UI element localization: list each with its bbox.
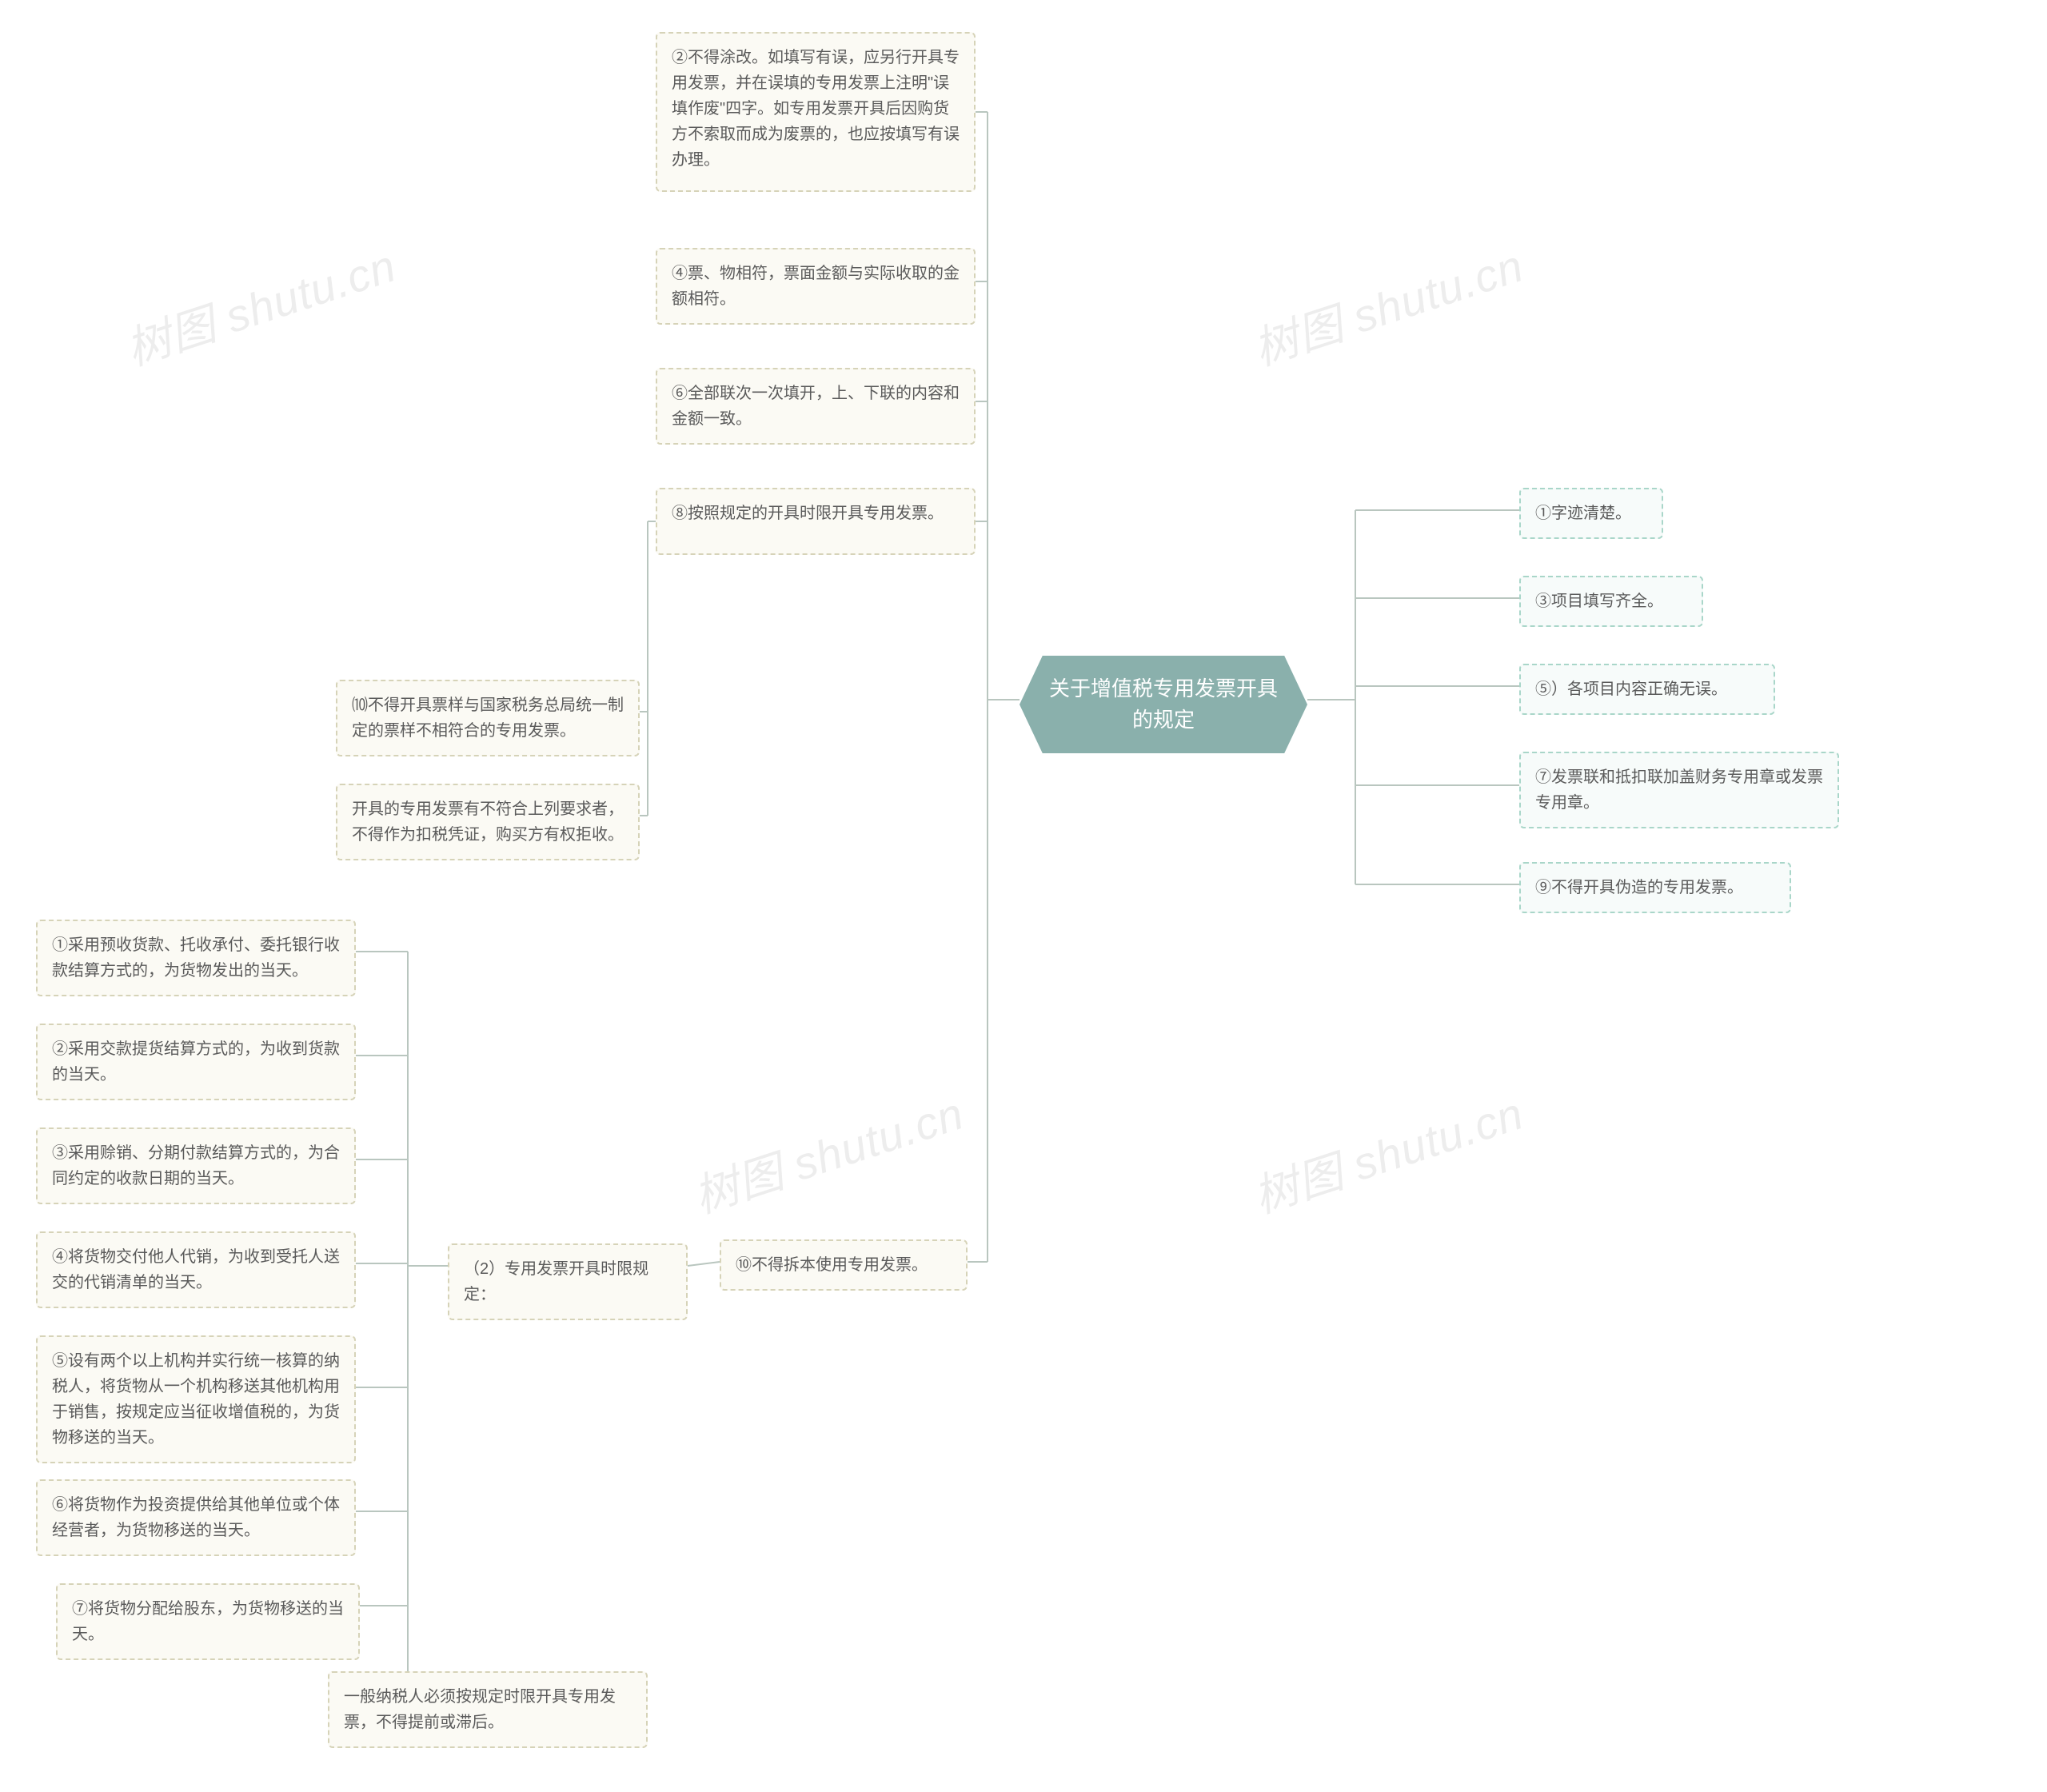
node-text: ⑥将货物作为投资提供给其他单位或个体经营者，为货物移送的当天。 <box>52 1496 340 1539</box>
node-text: ⑦发票联和抵扣联加盖财务专用章或发票专用章。 <box>1535 768 1823 812</box>
mindmap-node: ⑥全部联次一次填开，上、下联的内容和金额一致。 <box>656 368 976 445</box>
mindmap-node: ⑤设有两个以上机构并实行统一核算的纳税人，将货物从一个机构移送其他机构用于销售，… <box>36 1335 356 1463</box>
node-text: ⑨不得开具伪造的专用发票。 <box>1535 879 1743 896</box>
watermark: 树图 shutu.cn <box>1244 230 1530 378</box>
node-text: ⑽不得开具票样与国家税务总局统一制定的票样不相符合的专用发票。 <box>352 696 624 740</box>
mindmap-node: ⑽不得开具票样与国家税务总局统一制定的票样不相符合的专用发票。 <box>336 680 640 756</box>
node-text: ②采用交款提货结算方式的，为收到货款的当天。 <box>52 1040 340 1084</box>
mindmap-node: ④将货物交付他人代销，为收到受托人送交的代销清单的当天。 <box>36 1231 356 1308</box>
node-text: ④将货物交付他人代销，为收到受托人送交的代销清单的当天。 <box>52 1248 340 1291</box>
mindmap-node: ②采用交款提货结算方式的，为收到货款的当天。 <box>36 1024 356 1100</box>
mindmap-node: ③项目填写齐全。 <box>1519 576 1703 627</box>
node-text: ⑤）各项目内容正确无误。 <box>1535 680 1727 698</box>
node-text: ②不得涂改。如填写有误，应另行开具专用发票，并在误填的专用发票上注明"误填作废"… <box>672 49 960 169</box>
node-text: ⑤设有两个以上机构并实行统一核算的纳税人，将货物从一个机构移送其他机构用于销售，… <box>52 1352 340 1447</box>
node-text: ①采用预收货款、托收承付、委托银行收款结算方式的，为货物发出的当天。 <box>52 936 340 980</box>
mindmap-node: ③采用赊销、分期付款结算方式的，为合同约定的收款日期的当天。 <box>36 1127 356 1204</box>
node-text: ⑦将货物分配给股东，为货物移送的当天。 <box>72 1600 344 1643</box>
mindmap-node: （2）专用发票开具时限规定： <box>448 1243 688 1320</box>
watermark: 树图 shutu.cn <box>1244 1078 1530 1226</box>
node-text: ⑧按照规定的开具时限开具专用发票。 <box>672 505 944 522</box>
mindmap-node: ①采用预收货款、托收承付、委托银行收款结算方式的，为货物发出的当天。 <box>36 920 356 996</box>
node-text: ⑩不得拆本使用专用发票。 <box>736 1256 928 1274</box>
node-text: 开具的专用发票有不符合上列要求者，不得作为扣税凭证，购买方有权拒收。 <box>352 800 624 844</box>
mindmap-node: ⑤）各项目内容正确无误。 <box>1519 664 1775 715</box>
node-text: （2）专用发票开具时限规定： <box>464 1260 648 1303</box>
mindmap-node: ⑥将货物作为投资提供给其他单位或个体经营者，为货物移送的当天。 <box>36 1479 356 1556</box>
mindmap-node: ⑧按照规定的开具时限开具专用发票。 <box>656 488 976 555</box>
node-text: ⑥全部联次一次填开，上、下联的内容和金额一致。 <box>672 385 960 428</box>
node-text: 一般纳税人必须按规定时限开具专用发票，不得提前或滞后。 <box>344 1688 616 1731</box>
mindmap-node: ④票、物相符，票面金额与实际收取的金额相符。 <box>656 248 976 325</box>
watermark: 树图 shutu.cn <box>684 1078 971 1226</box>
mindmap-node: ①字迹清楚。 <box>1519 488 1663 539</box>
central-node: 关于增值税专用发票开具的规定 <box>1020 656 1307 753</box>
mindmap-node: ⑨不得开具伪造的专用发票。 <box>1519 862 1791 913</box>
mindmap-node: ⑦将货物分配给股东，为货物移送的当天。 <box>56 1583 360 1660</box>
mindmap-node: ⑩不得拆本使用专用发票。 <box>720 1239 968 1291</box>
node-text: ④票、物相符，票面金额与实际收取的金额相符。 <box>672 265 960 308</box>
mindmap-node: 开具的专用发票有不符合上列要求者，不得作为扣税凭证，购买方有权拒收。 <box>336 784 640 860</box>
central-text: 关于增值税专用发票开具的规定 <box>1049 676 1278 732</box>
mindmap-node: ⑦发票联和抵扣联加盖财务专用章或发票专用章。 <box>1519 752 1839 828</box>
node-text: ①字迹清楚。 <box>1535 505 1631 522</box>
node-text: ③项目填写齐全。 <box>1535 593 1663 610</box>
node-text: ③采用赊销、分期付款结算方式的，为合同约定的收款日期的当天。 <box>52 1144 340 1187</box>
mindmap-node: ②不得涂改。如填写有误，应另行开具专用发票，并在误填的专用发票上注明"误填作废"… <box>656 32 976 192</box>
watermark: 树图 shutu.cn <box>117 230 403 378</box>
mindmap-node: 一般纳税人必须按规定时限开具专用发票，不得提前或滞后。 <box>328 1671 648 1748</box>
